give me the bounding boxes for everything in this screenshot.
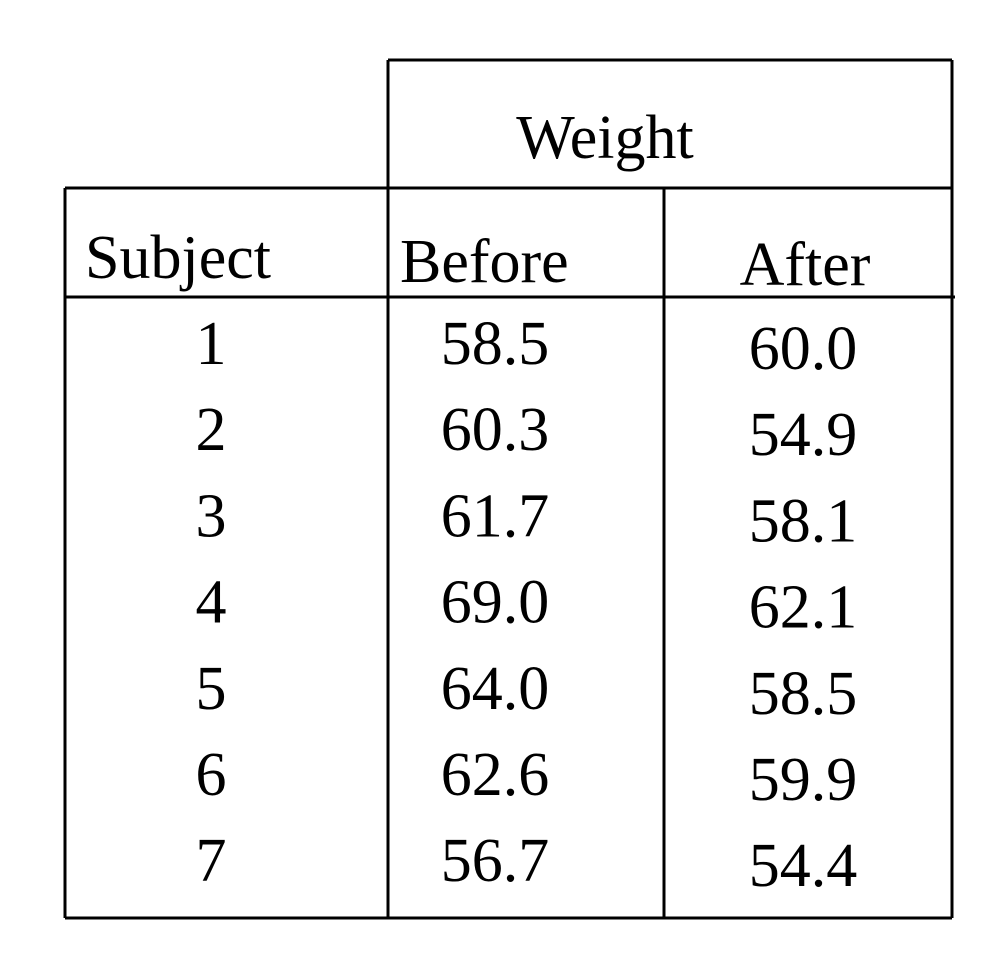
cell: 62.6 [441, 741, 550, 809]
cell: 59.9 [749, 746, 858, 814]
cell: 58.5 [749, 660, 858, 728]
cell: 58.1 [749, 487, 858, 555]
cell: 60.0 [749, 315, 858, 383]
cell: 6 [196, 741, 227, 809]
cell: 7 [196, 827, 227, 895]
cell: 58.5 [441, 310, 550, 378]
cell: 1 [196, 310, 227, 378]
cell: 62.1 [749, 574, 858, 642]
cell: 4 [196, 569, 227, 637]
cell: 3 [196, 482, 227, 550]
column-header: Before [400, 228, 569, 296]
cell: 2 [196, 396, 227, 464]
cell: 64.0 [441, 655, 550, 723]
column-header: After [740, 231, 871, 299]
cell: 60.3 [441, 396, 550, 464]
group-header: Weight [516, 104, 694, 172]
cell: 54.9 [749, 401, 858, 469]
cell: 61.7 [441, 482, 550, 550]
cell: 56.7 [441, 827, 550, 895]
cell: 5 [196, 655, 227, 723]
cell: 54.4 [749, 832, 858, 900]
cell: 69.0 [441, 569, 550, 637]
column-header: Subject [85, 224, 271, 292]
